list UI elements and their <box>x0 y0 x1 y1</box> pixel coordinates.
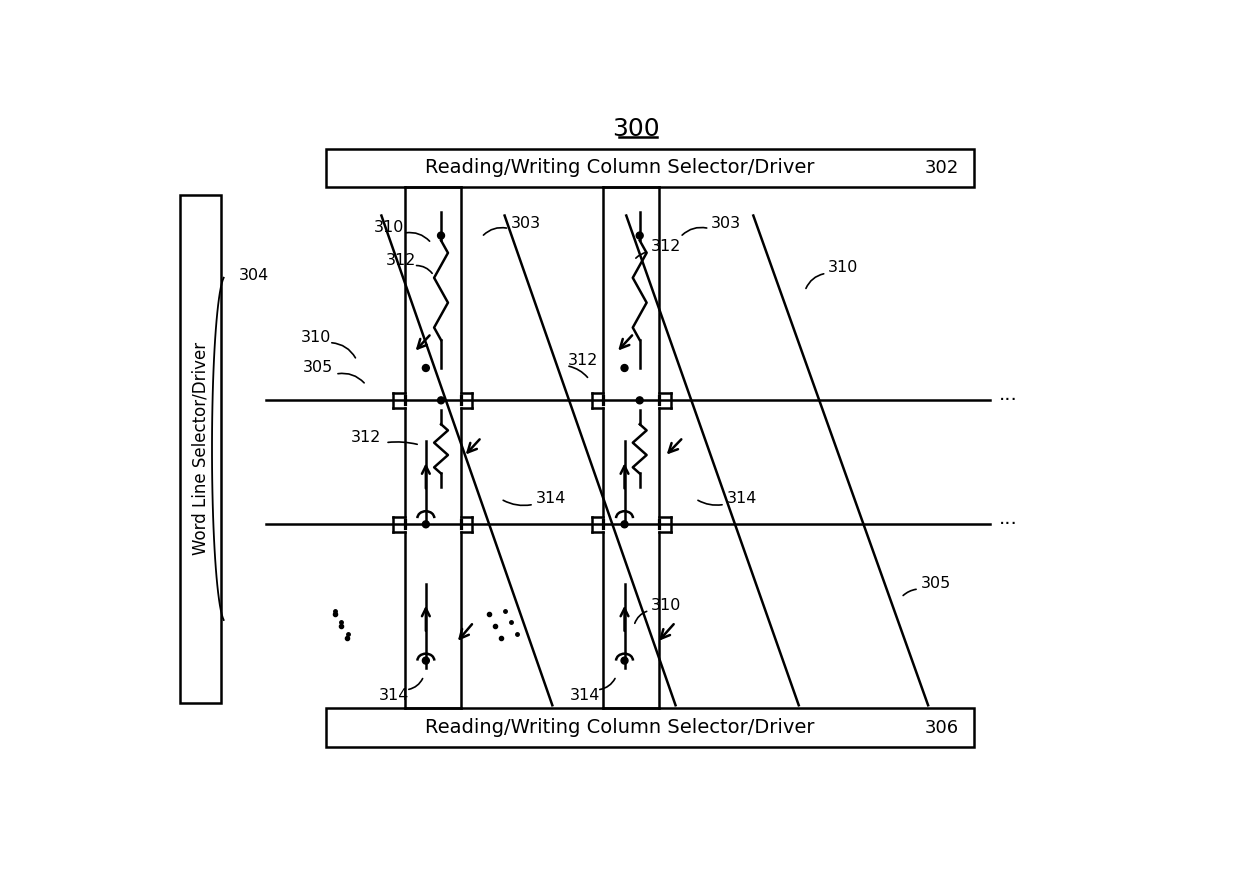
Circle shape <box>423 658 429 664</box>
Bar <box>326 149 975 187</box>
Text: 310: 310 <box>374 220 404 235</box>
Text: 306: 306 <box>925 719 959 736</box>
Circle shape <box>636 232 644 239</box>
Circle shape <box>423 365 429 372</box>
Text: 302: 302 <box>925 158 959 177</box>
Circle shape <box>438 396 444 404</box>
Text: Reading/Writing Column Selector/Driver: Reading/Writing Column Selector/Driver <box>424 158 815 177</box>
Text: 303: 303 <box>511 216 541 231</box>
Circle shape <box>621 658 627 664</box>
Text: 312: 312 <box>651 239 681 254</box>
Text: Reading/Writing Column Selector/Driver: Reading/Writing Column Selector/Driver <box>424 718 815 737</box>
Text: 314: 314 <box>379 688 409 703</box>
Text: 312: 312 <box>386 253 415 267</box>
Circle shape <box>621 365 627 372</box>
Text: 304: 304 <box>239 268 269 283</box>
Circle shape <box>636 396 644 404</box>
Text: 314: 314 <box>536 491 565 506</box>
Text: Word Line Selector/Driver: Word Line Selector/Driver <box>191 342 210 556</box>
Circle shape <box>438 232 444 239</box>
Bar <box>326 708 975 747</box>
Text: ···: ··· <box>999 391 1018 410</box>
Text: 312: 312 <box>351 430 381 445</box>
Bar <box>180 195 221 703</box>
Text: 310: 310 <box>301 330 331 344</box>
Text: ···: ··· <box>999 515 1018 534</box>
Text: 312: 312 <box>568 353 598 368</box>
Text: 305: 305 <box>303 360 334 375</box>
Text: 300: 300 <box>611 118 660 142</box>
Text: 314: 314 <box>727 491 756 506</box>
Text: 310: 310 <box>651 597 681 612</box>
Circle shape <box>621 521 627 527</box>
Text: 310: 310 <box>828 260 858 275</box>
Text: 303: 303 <box>711 216 742 231</box>
Circle shape <box>423 521 429 527</box>
Text: 314: 314 <box>570 688 600 703</box>
Text: 305: 305 <box>920 576 951 591</box>
